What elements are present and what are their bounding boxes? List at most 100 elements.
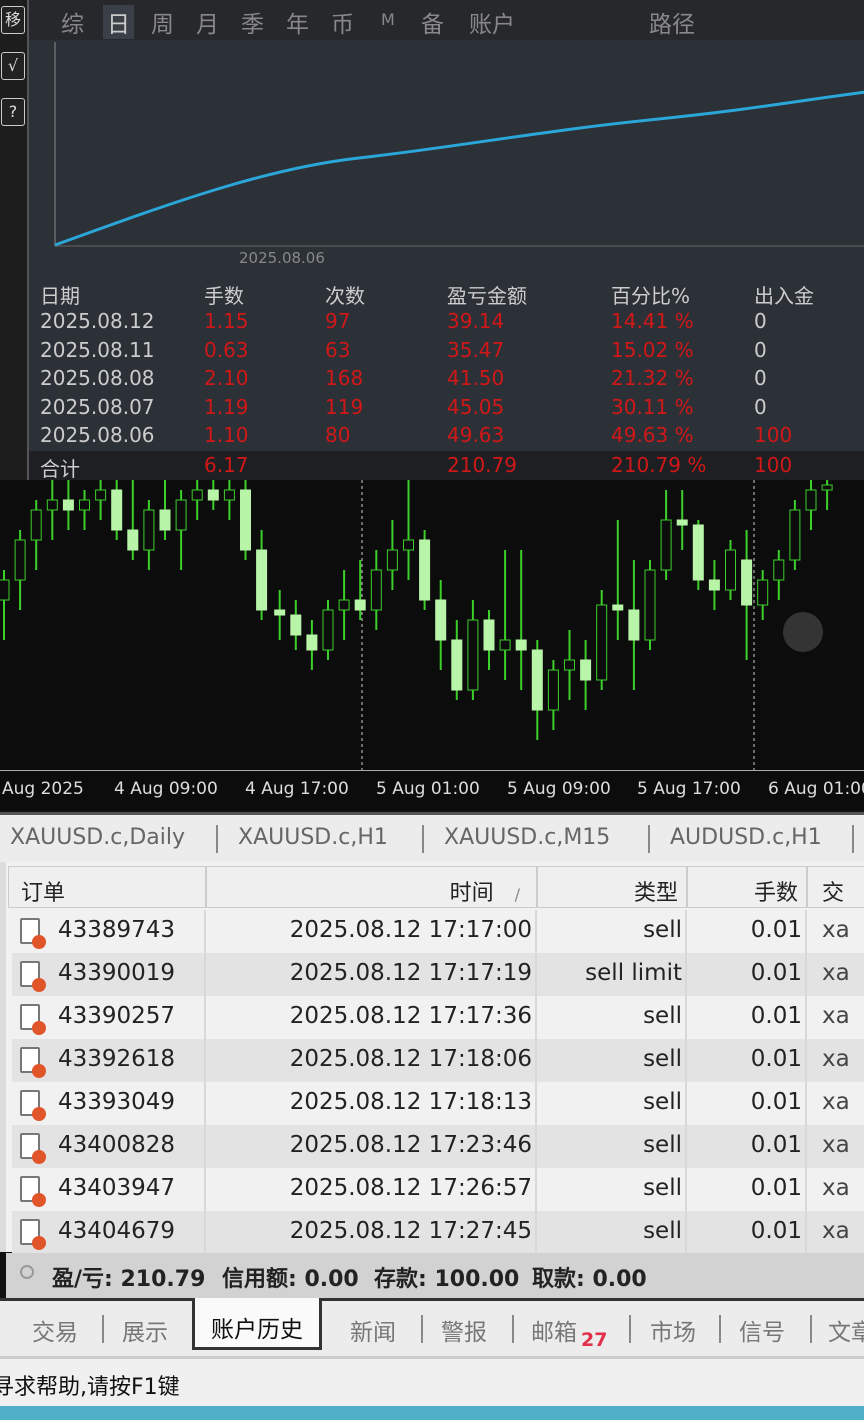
candle-body bbox=[660, 519, 672, 571]
table-row[interactable]: 43389743 2025.08.12 17:17:00 sell 0.01 xa bbox=[12, 910, 864, 953]
check-tool-button[interactable]: √ bbox=[1, 52, 25, 80]
tab-mailbox[interactable]: 邮箱 27 bbox=[531, 1313, 607, 1351]
help-tool-button[interactable]: ? bbox=[1, 98, 25, 126]
tab-path[interactable]: 路径 bbox=[649, 12, 695, 38]
candle-body bbox=[403, 539, 414, 551]
table-row[interactable]: 43393049 2025.08.12 17:18:13 sell 0.01 xa bbox=[12, 1082, 864, 1125]
price-chart[interactable] bbox=[0, 480, 864, 770]
tab-summary[interactable]: 综 bbox=[61, 12, 84, 38]
tab-m[interactable]: M bbox=[381, 10, 395, 29]
order-type: sell bbox=[643, 1003, 682, 1029]
column-lots[interactable]: 手数 bbox=[687, 866, 807, 908]
chart-symbol-tabs: XAUUSD.c,Daily XAUUSD.c,H1 XAUUSD.c,M15 … bbox=[0, 812, 864, 862]
candle-body bbox=[644, 569, 656, 641]
table-row[interactable]: 43400828 2025.08.12 17:23:46 sell 0.01 xa bbox=[12, 1125, 864, 1168]
tab-currency[interactable]: 币 bbox=[331, 12, 354, 38]
report-row: 2025.08.12 1.15 97 39.14 14.41 % 0 bbox=[29, 307, 864, 336]
order-id: 43393049 bbox=[58, 1089, 176, 1115]
order-type: sell bbox=[643, 1089, 682, 1115]
candle-body bbox=[547, 669, 559, 711]
tab-exposure[interactable]: 展示 bbox=[122, 1320, 168, 1346]
table-row[interactable]: 43404679 2025.08.12 17:27:45 sell 0.01 xa bbox=[12, 1211, 864, 1254]
column-time[interactable]: 时间 / bbox=[206, 866, 537, 908]
report-date: 2025.08.11 bbox=[40, 337, 155, 362]
touch-cursor-icon bbox=[783, 612, 823, 652]
order-lots: 0.01 bbox=[750, 1089, 802, 1115]
mail-count-badge: 27 bbox=[581, 1329, 608, 1351]
move-tool-button[interactable]: 移 bbox=[1, 6, 25, 34]
tab-day[interactable]: 日 bbox=[103, 5, 134, 39]
taskbar-strip bbox=[0, 1406, 864, 1420]
tab-alerts[interactable]: 警报 bbox=[441, 1320, 487, 1346]
summary-icon bbox=[20, 1265, 34, 1279]
candle-body bbox=[531, 649, 543, 711]
header-pct: 百分比% bbox=[611, 284, 691, 308]
equity-curve bbox=[54, 42, 864, 247]
tab-note[interactable]: 备 bbox=[421, 12, 444, 38]
candle-body bbox=[191, 489, 203, 501]
report-deposit: 0 bbox=[754, 394, 767, 419]
report-count: 119 bbox=[325, 394, 364, 419]
report-count: 63 bbox=[325, 337, 351, 362]
order-id: 43389743 bbox=[58, 917, 176, 943]
report-row: 2025.08.06 1.10 80 49.63 49.63 % 100 bbox=[29, 421, 864, 450]
candle-body bbox=[741, 559, 753, 606]
candle-body bbox=[240, 489, 251, 551]
tab-account-history[interactable]: 账户历史 bbox=[192, 1298, 322, 1350]
order-lots: 0.01 bbox=[750, 1175, 802, 1201]
tab-audusd-h1[interactable]: AUDUSD.c,H1 bbox=[670, 825, 822, 850]
tab-signals[interactable]: 信号 bbox=[739, 1320, 785, 1346]
tab-week[interactable]: 周 bbox=[151, 12, 174, 38]
status-bar: 寻求帮助,请按F1键 bbox=[0, 1356, 864, 1406]
table-row[interactable]: 43390019 2025.08.12 17:17:19 sell limit 0.0… bbox=[12, 953, 864, 996]
table-row[interactable]: 43390257 2025.08.12 17:17:36 sell 0.01 xa bbox=[12, 996, 864, 1039]
report-lots: 2.10 bbox=[204, 366, 249, 391]
curve-date-label: 2025.08.06 bbox=[239, 249, 325, 267]
column-order[interactable]: 订单 bbox=[8, 866, 206, 908]
tab-xauusd-daily[interactable]: XAUUSD.c,Daily bbox=[10, 825, 185, 850]
table-row[interactable]: 43392618 2025.08.12 17:18:06 sell 0.01 xa bbox=[12, 1039, 864, 1082]
candle-body bbox=[725, 549, 736, 591]
header-deposit: 出入金 bbox=[754, 284, 814, 308]
tab-xauusd-h1[interactable]: XAUUSD.c,H1 bbox=[238, 825, 388, 850]
column-type[interactable]: 类型 bbox=[537, 866, 687, 908]
report-lots: 0.63 bbox=[204, 337, 249, 362]
tab-trade[interactable]: 交易 bbox=[32, 1320, 78, 1346]
order-time: 2025.08.12 17:17:36 bbox=[289, 1003, 532, 1029]
order-time: 2025.08.12 17:27:45 bbox=[289, 1218, 532, 1244]
order-symbol: xa bbox=[822, 1003, 850, 1029]
tab-xauusd-m15[interactable]: XAUUSD.c,M15 bbox=[444, 825, 611, 850]
order-symbol: xa bbox=[822, 1089, 850, 1115]
total-pct: 210.79 % bbox=[611, 453, 707, 477]
order-symbol: xa bbox=[822, 960, 850, 986]
candle-body bbox=[773, 559, 785, 581]
candle-body bbox=[175, 499, 187, 531]
candle-body bbox=[789, 509, 801, 561]
report-header-row: 日期 手数 次数 盈亏金额 百分比% 出入金 bbox=[29, 278, 864, 308]
order-type: sell limit bbox=[585, 960, 682, 986]
time-label: 5 Aug 09:00 bbox=[507, 779, 611, 799]
time-label: Aug 2025 bbox=[2, 779, 84, 799]
table-row[interactable]: 43403947 2025.08.12 17:26:57 sell 0.01 xa bbox=[12, 1168, 864, 1211]
tab-account[interactable]: 账户 bbox=[469, 12, 515, 38]
tab-articles[interactable]: 文章 bbox=[828, 1320, 864, 1346]
candle-body bbox=[0, 579, 10, 601]
candle-body bbox=[62, 499, 74, 511]
tab-quarter[interactable]: 季 bbox=[241, 12, 264, 38]
order-time: 2025.08.12 17:26:57 bbox=[289, 1175, 532, 1201]
header-date: 日期 bbox=[40, 284, 80, 308]
candle-body bbox=[274, 609, 286, 616]
tab-month[interactable]: 月 bbox=[196, 12, 219, 38]
order-time: 2025.08.12 17:17:19 bbox=[289, 960, 532, 986]
tab-news[interactable]: 新闻 bbox=[350, 1320, 396, 1346]
report-pnl: 35.47 bbox=[447, 337, 505, 362]
summary-pnl: 盈/亏: 210.79 bbox=[52, 1267, 206, 1292]
column-symbol[interactable]: 交 bbox=[807, 866, 864, 908]
candle-body bbox=[821, 484, 833, 491]
header-lots: 手数 bbox=[204, 284, 244, 308]
tab-market[interactable]: 市场 bbox=[650, 1320, 696, 1346]
report-deposit: 100 bbox=[754, 423, 793, 448]
tab-year[interactable]: 年 bbox=[286, 12, 309, 38]
candle-body bbox=[692, 524, 704, 581]
terminal-tabs: 交易 展示 账户历史 新闻 警报 邮箱 27 市场 信号 文章 bbox=[0, 1298, 864, 1356]
